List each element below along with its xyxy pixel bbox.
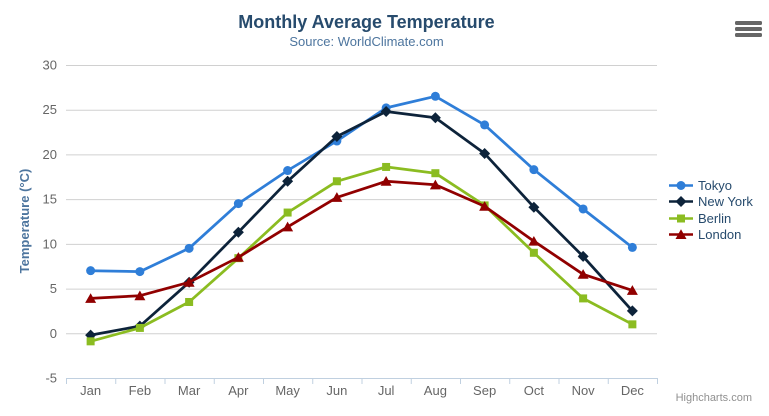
- hamburger-icon: [735, 21, 762, 25]
- data-point-london[interactable]: [528, 235, 540, 246]
- data-point-new-york[interactable]: [479, 148, 491, 160]
- y-axis-label: 20: [43, 147, 57, 162]
- x-axis-label: Mar: [178, 383, 201, 398]
- data-point-tokyo[interactable]: [627, 242, 637, 252]
- data-point-berlin[interactable]: [283, 208, 292, 217]
- credits-link[interactable]: Highcharts.com: [675, 392, 752, 404]
- legend-marker-triangle: [669, 229, 693, 239]
- y-axis-title: Temperature (°C): [17, 168, 32, 274]
- data-point-tokyo[interactable]: [430, 91, 440, 101]
- data-point-tokyo[interactable]: [184, 243, 194, 253]
- data-point-tokyo[interactable]: [529, 165, 539, 175]
- hamburger-icon: [735, 33, 762, 37]
- x-axis-label: Jul: [378, 383, 395, 398]
- y-axis-label: 5: [50, 281, 57, 296]
- legend-item-tokyo[interactable]: Tokyo: [668, 177, 753, 193]
- legend-point: [677, 214, 685, 222]
- legend-point: [676, 180, 686, 190]
- legend-label: Berlin: [698, 210, 732, 226]
- x-axis-label: Oct: [524, 383, 545, 398]
- data-point-berlin[interactable]: [135, 323, 144, 332]
- data-point-berlin[interactable]: [332, 177, 341, 186]
- legend-point: [675, 229, 687, 239]
- data-point-london[interactable]: [183, 277, 195, 287]
- x-axis-label: Dec: [621, 383, 645, 398]
- x-axis-label: Aug: [424, 383, 447, 398]
- series-line-london[interactable]: [89, 179, 634, 300]
- data-point-new-york[interactable]: [528, 201, 540, 213]
- y-axis-label: 0: [50, 326, 57, 341]
- y-axis-label: 30: [43, 58, 57, 73]
- chart-subtitle: Source: WorldClimate.com: [289, 34, 444, 49]
- data-point-new-york[interactable]: [380, 106, 392, 118]
- data-point-new-york[interactable]: [282, 175, 294, 187]
- legend-label: London: [698, 227, 742, 242]
- data-point-new-york[interactable]: [429, 112, 441, 124]
- data-point-london[interactable]: [331, 192, 343, 202]
- legend-label: New York: [698, 194, 753, 209]
- data-point-berlin[interactable]: [431, 169, 440, 178]
- legend-item-berlin[interactable]: Berlin: [668, 210, 753, 226]
- data-point-london[interactable]: [429, 179, 441, 190]
- hamburger-icon: [735, 27, 762, 31]
- legend-marker-diamond: [669, 196, 693, 207]
- y-axis-label: 15: [43, 192, 57, 207]
- data-point-london[interactable]: [626, 285, 638, 295]
- data-point-berlin[interactable]: [579, 294, 588, 303]
- legend-marker-square: [669, 214, 693, 222]
- data-point-tokyo[interactable]: [283, 166, 293, 176]
- data-point-berlin[interactable]: [382, 162, 391, 171]
- data-point-berlin[interactable]: [529, 248, 538, 257]
- data-point-london[interactable]: [380, 176, 392, 186]
- series-line-berlin[interactable]: [89, 165, 634, 343]
- x-axis-label: Jun: [326, 383, 347, 398]
- data-point-berlin[interactable]: [86, 337, 95, 346]
- x-axis-label: Feb: [129, 383, 151, 398]
- data-point-london[interactable]: [134, 290, 146, 301]
- x-axis-label: Sep: [473, 383, 496, 398]
- data-point-london[interactable]: [232, 252, 244, 262]
- data-point-new-york[interactable]: [232, 226, 244, 238]
- data-point-tokyo[interactable]: [86, 266, 96, 276]
- data-point-tokyo[interactable]: [135, 267, 145, 277]
- legend-item-london[interactable]: London: [668, 227, 753, 243]
- x-axis-label: Jan: [80, 383, 101, 398]
- y-axis-label: 25: [43, 102, 57, 117]
- context-menu-button[interactable]: [735, 21, 762, 37]
- legend-marker-circle: [669, 180, 693, 190]
- data-point-london[interactable]: [577, 269, 589, 279]
- data-point-berlin[interactable]: [628, 320, 637, 329]
- series-line-new-york[interactable]: [89, 110, 634, 337]
- data-point-london[interactable]: [479, 201, 491, 211]
- legend-item-new-york[interactable]: New York: [668, 194, 753, 210]
- data-point-new-york[interactable]: [626, 305, 638, 317]
- data-point-new-york[interactable]: [577, 250, 589, 262]
- data-point-tokyo[interactable]: [480, 120, 490, 130]
- data-point-london[interactable]: [282, 221, 294, 232]
- data-point-tokyo[interactable]: [233, 199, 243, 209]
- legend: Tokyo New York Berlin London: [668, 177, 753, 243]
- x-axis-label: Nov: [572, 383, 596, 398]
- y-axis-label: 10: [43, 236, 57, 251]
- legend-point: [675, 196, 687, 207]
- chart-title: Monthly Average Temperature: [238, 12, 495, 32]
- x-axis-label: May: [275, 383, 300, 398]
- data-point-tokyo[interactable]: [578, 204, 588, 214]
- y-axis-label: -5: [45, 371, 57, 386]
- data-point-london[interactable]: [85, 293, 97, 303]
- data-point-new-york[interactable]: [331, 131, 343, 143]
- data-point-berlin[interactable]: [185, 297, 194, 306]
- x-axis-label: Apr: [228, 383, 249, 398]
- legend-label: Tokyo: [698, 177, 732, 193]
